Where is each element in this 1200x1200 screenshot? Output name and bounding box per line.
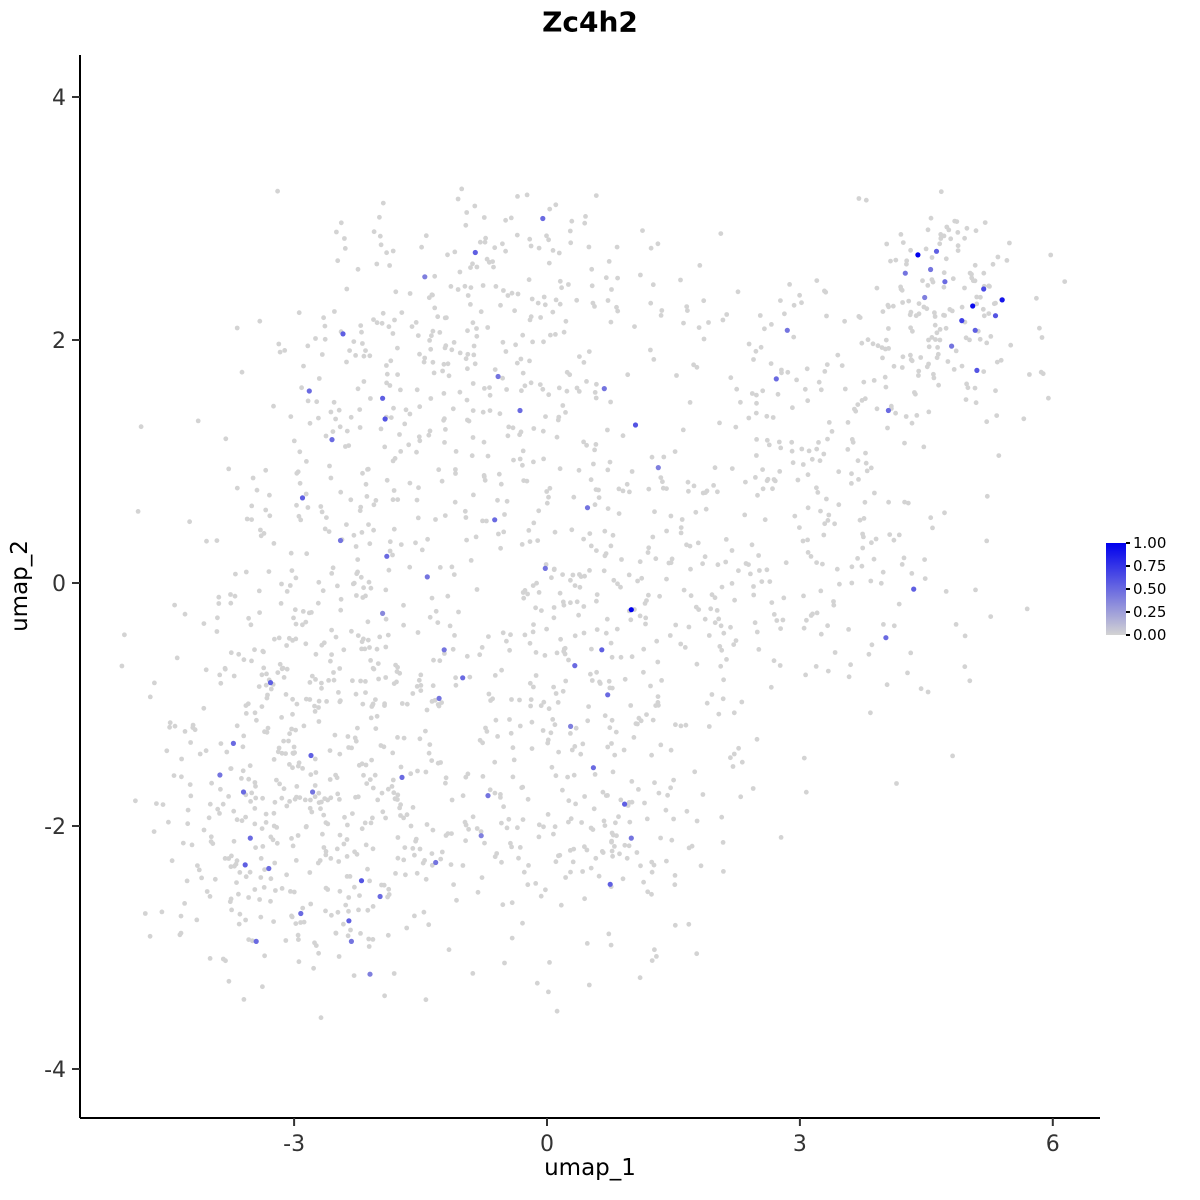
legend-tick-mark — [1126, 588, 1130, 590]
x-tick-label: 6 — [1046, 1132, 1060, 1157]
legend-tick-mark — [1126, 565, 1130, 567]
legend-tick-mark — [1126, 634, 1130, 636]
axes: -3 0 3 6 -4 -2 0 2 4 — [44, 55, 1100, 1157]
y-tick-label: 4 — [52, 86, 66, 111]
legend-tick-mark — [1126, 611, 1130, 613]
legend-tick-label: 0.00 — [1133, 626, 1167, 644]
plot-title: Zc4h2 — [542, 5, 638, 39]
expressing-points-layer — [217, 215, 1005, 977]
colorbar-legend: 1.00 0.75 0.50 0.25 0.00 — [1106, 534, 1196, 644]
x-tick-label: 0 — [540, 1132, 554, 1157]
background-points-layer — [119, 186, 1068, 1021]
legend-tick-mark — [1126, 542, 1130, 544]
legend-tick-label: 1.00 — [1133, 534, 1167, 552]
y-tick-label: 0 — [52, 572, 66, 597]
legend-tick-label: 0.75 — [1133, 557, 1167, 575]
x-tick-label: -3 — [283, 1132, 305, 1157]
legend-gradient-bar — [1106, 543, 1126, 635]
legend-labels: 1.00 0.75 0.50 0.25 0.00 — [1106, 534, 1196, 644]
y-tick-label: -2 — [44, 815, 66, 840]
y-tick-label: -4 — [44, 1058, 66, 1083]
y-tick-label: 2 — [52, 329, 66, 354]
y-axis-title: umap_2 — [7, 540, 33, 632]
legend-tick-label: 0.50 — [1133, 580, 1167, 598]
x-axis-title: umap_1 — [544, 1155, 636, 1181]
x-tick-label: 3 — [793, 1132, 807, 1157]
legend-tick-label: 0.25 — [1133, 603, 1167, 621]
